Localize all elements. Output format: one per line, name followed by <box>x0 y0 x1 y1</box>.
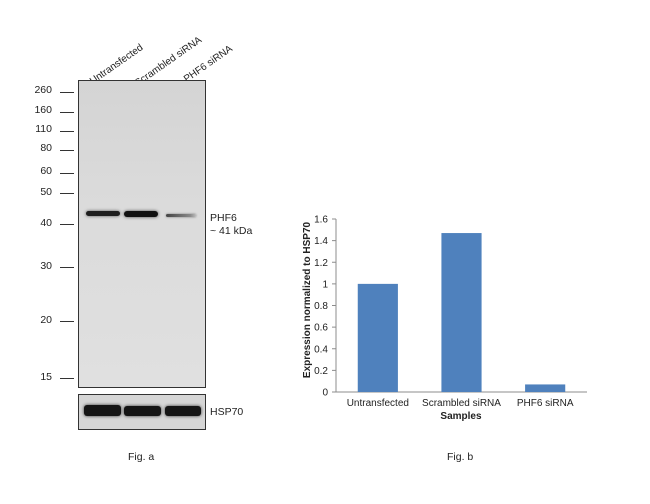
y-tick-label: 0.4 <box>314 344 328 355</box>
blot-panel-phf6 <box>78 80 206 388</box>
blot-band <box>86 211 120 216</box>
mw-tick <box>60 267 74 268</box>
mw-tick <box>60 150 74 151</box>
fig-a-caption: Fig. a <box>128 451 155 463</box>
mw-tick <box>60 193 74 194</box>
mw-tick <box>60 112 74 113</box>
mw-marker-30: 30 <box>40 260 52 272</box>
x-tick-label: Scrambled siRNA <box>422 398 501 409</box>
mw-tick <box>60 173 74 174</box>
y-tick-label: 0.2 <box>314 366 328 377</box>
mw-marker-60: 60 <box>40 165 52 177</box>
bar-chart: Expression normalized to HSP70 0 0.2 0.4 0.… <box>302 215 587 422</box>
bar <box>357 283 398 392</box>
mw-marker-80: 80 <box>40 142 52 154</box>
mw-tick <box>60 131 74 132</box>
bar <box>525 384 566 392</box>
x-tick-label: PHF6 siRNA <box>517 398 574 409</box>
mw-marker-40: 40 <box>40 217 52 229</box>
x-tick-label: Untransfected <box>347 398 409 409</box>
y-tick-label: 1.6 <box>314 215 328 226</box>
mw-marker-160: 160 <box>34 104 52 116</box>
fig-b-caption: Fig. b <box>447 451 474 463</box>
loading-control-label: HSP70 <box>210 406 244 418</box>
blot-band <box>166 214 196 217</box>
y-tick-label: 1.2 <box>314 258 328 269</box>
y-tick-label: 0.8 <box>314 301 328 312</box>
y-tick-label: 0.6 <box>314 323 328 334</box>
y-tick-label: 1 <box>322 279 328 290</box>
mw-tick <box>60 92 74 93</box>
y-tick-label: 0 <box>322 388 328 399</box>
blot-band <box>124 211 158 217</box>
mw-marker-260: 260 <box>34 84 52 96</box>
target-protein-label: PHF6 <box>210 212 237 224</box>
mw-tick <box>60 378 74 379</box>
y-axis-title: Expression normalized to HSP70 <box>302 221 313 378</box>
mw-marker-15: 15 <box>40 371 52 383</box>
mw-marker-20: 20 <box>40 314 52 326</box>
blot-band <box>84 405 121 416</box>
mw-marker-110: 110 <box>35 123 52 135</box>
mw-marker-50: 50 <box>40 186 52 198</box>
mw-tick <box>60 224 74 225</box>
bar <box>441 233 482 392</box>
blot-band <box>165 406 201 416</box>
y-tick-label: 1.4 <box>314 236 328 247</box>
blot-panel-hsp70 <box>78 394 206 430</box>
target-size-label: ~ 41 kDa <box>210 225 253 237</box>
mw-tick <box>60 321 74 322</box>
blot-band <box>124 406 161 416</box>
x-axis-title: Samples <box>440 411 482 422</box>
